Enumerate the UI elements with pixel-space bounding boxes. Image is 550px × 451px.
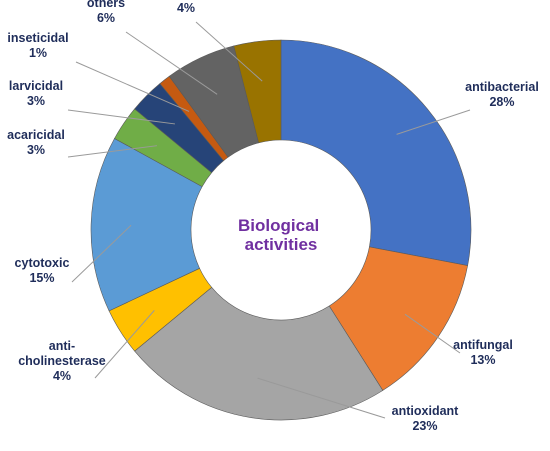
slice-percent-antifungal: 13% [470,353,495,367]
slice-percent-antioxidant: 23% [412,419,437,433]
slice-name-anti-cholinesterase: cholinesterase [18,354,106,368]
slice-label-others: others 6% [87,0,125,25]
slice-percent-larvicidal: 3% [27,94,45,108]
slice-label-antifungal: antifungal 13% [453,338,513,367]
slice-name-larvicidal: larvicidal [9,79,63,93]
slice-name-inseticidal: inseticidal [7,31,68,45]
slice-name-antioxidant: antioxidant [392,404,460,418]
slice-antioxidant [134,286,384,421]
slice-percent-anti-protozoal: 4% [177,1,195,15]
leader-line-cytotoxic [71,224,132,283]
labels-group: antibacterial 28% antifungal 13% antioxidant… [7,0,539,433]
slice-name-anti-cholinesterase: anti- [49,339,75,353]
slice-label-anti-cholinesterase: anti-cholinesterase 4% [18,339,106,383]
leader-line-larvicidal [67,109,175,125]
slice-name-antibacterial: antibacterial [465,80,539,94]
slice-percent-cytotoxic: 15% [29,271,54,285]
slice-label-cytotoxic: cytotoxic 15% [15,256,70,285]
leader-line-antifungal [404,313,461,354]
leader-line-antibacterial [396,109,471,135]
slices-group [90,39,472,421]
slice-percent-others: 6% [97,11,115,25]
slice-name-cytotoxic: cytotoxic [15,256,70,270]
leader-line-anti-cholinesterase [94,310,155,379]
slice-percent-acaricidal: 3% [27,143,45,157]
center-label-line-1: Biological [238,216,319,235]
slice-label-inseticidal: inseticidal 1% [7,31,68,60]
slice-name-acaricidal: acaricidal [7,128,65,142]
slice-label-acaricidal: acaricidal 3% [7,128,65,157]
center-label: Biological activities [238,216,324,254]
slice-antibacterial [280,39,472,266]
slice-name-others: others [87,0,125,10]
slice-percent-anti-cholinesterase: 4% [53,369,71,383]
leader-line-others [125,31,218,95]
leader-lines-group [67,21,471,419]
leader-line-inseticidal [75,61,190,112]
center-label-line-2: activities [245,235,318,254]
slice-label-antibacterial: antibacterial 28% [465,80,539,109]
leader-line-acaricidal [67,145,158,158]
slice-cytotoxic [90,138,203,312]
slice-percent-inseticidal: 1% [29,46,47,60]
leader-line-antioxidant [257,377,386,419]
slice-name-antifungal: antifungal [453,338,513,352]
slice-percent-antibacterial: 28% [489,95,514,109]
slice-label-anti-protozoal: anti-protozoal4% [145,0,228,15]
slice-label-antioxidant: antioxidant 23% [392,404,460,433]
slice-label-larvicidal: larvicidal 3% [9,79,63,108]
leader-line-anti-protozoal [195,21,263,82]
